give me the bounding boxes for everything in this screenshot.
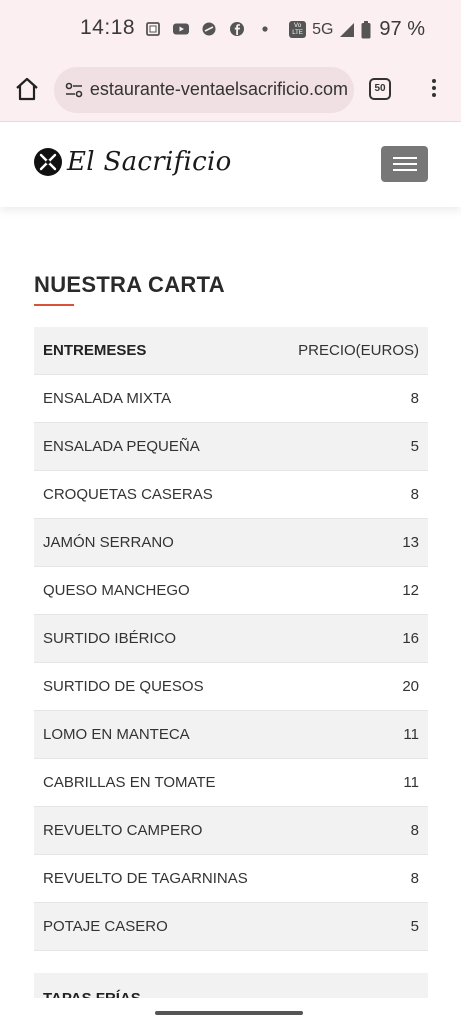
address-bar[interactable]: restaurante-ventaelsacrificio.com: [54, 67, 354, 113]
battery-percentage: 97 %: [379, 18, 425, 40]
gesture-navigation-bar[interactable]: [155, 1011, 303, 1015]
column-header-price: PRECIO(EUROS): [298, 342, 419, 359]
notification-icons: [144, 20, 274, 38]
dot-icon: [262, 26, 268, 32]
dish-price: 13: [402, 534, 419, 551]
dish-name: SURTIDO IBÉRICO: [43, 630, 177, 647]
dish-name: REVUELTO DE TAGARNINAS: [43, 870, 248, 887]
crossed-utensils-icon: [34, 148, 62, 176]
dish-price: 8: [410, 870, 419, 887]
browser-menu-icon[interactable]: [424, 76, 444, 102]
dish-price: 5: [410, 438, 419, 455]
dish-name: CROQUETAS CASERAS: [43, 486, 213, 503]
dish-price: 12: [402, 582, 419, 599]
table-row: POTAJE CASERO 5: [34, 903, 428, 951]
title-underline: [34, 304, 74, 306]
table-row: LOMO EN MANTECA 11: [34, 711, 428, 759]
dish-name: SURTIDO DE QUESOS: [43, 678, 204, 695]
dish-price: 11: [403, 774, 419, 791]
facebook-icon: [230, 22, 244, 36]
dish-price: 8: [410, 486, 419, 503]
dish-name: ENSALADA PEQUEÑA: [43, 438, 200, 455]
table-row: CROQUETAS CASERAS 8: [34, 471, 428, 519]
status-bar: 14:18 Vo LTE 5G 97 %: [0, 0, 461, 58]
site-settings-icon[interactable]: [64, 80, 84, 100]
dish-name: REVUELTO CAMPERO: [43, 822, 203, 839]
table-row: REVUELTO DE TAGARNINAS 8: [34, 855, 428, 903]
status-time: 14:18: [80, 16, 136, 39]
url-text[interactable]: restaurante-ventaelsacrificio.com: [90, 79, 348, 99]
menu-table: ENTREMESES PRECIO(EUROS) ENSALADA MIXTA 8…: [34, 327, 428, 951]
dish-name: CABRILLAS EN TOMATE: [43, 774, 216, 791]
column-header-category: ENTREMESES: [43, 342, 147, 359]
battery-icon: [361, 20, 371, 38]
browser-toolbar: restaurante-ventaelsacrificio.com 50: [0, 58, 461, 122]
brand-logo-link[interactable]: El Sacrificio: [33, 147, 232, 177]
signal-icon: [340, 22, 355, 37]
youtube-icon: [173, 23, 189, 35]
next-section-header: TAPAS FRÍAS: [43, 990, 141, 998]
section-title: NUESTRA CARTA: [34, 272, 225, 297]
next-menu-table: TAPAS FRÍAS: [34, 973, 428, 998]
hamburger-menu-button[interactable]: [381, 146, 428, 182]
site-header: El Sacrificio: [0, 123, 461, 207]
system-icons: Vo LTE 5G 97 %: [289, 18, 425, 41]
dish-name: ENSALADA MIXTA: [43, 390, 172, 407]
table-row: SURTIDO DE QUESOS 20: [34, 663, 428, 711]
home-icon[interactable]: [12, 74, 42, 104]
brand-name: El Sacrificio: [67, 147, 232, 177]
table-row: REVUELTO CAMPERO 8: [34, 807, 428, 855]
tab-switcher-button[interactable]: 50: [369, 78, 391, 100]
dish-price: 5: [410, 918, 419, 935]
dish-price: 8: [410, 822, 419, 839]
table-row: ENSALADA PEQUEÑA 5: [34, 423, 428, 471]
dish-price: 16: [402, 630, 419, 647]
table-row: ENSALADA MIXTA 8: [34, 375, 428, 423]
table-header: ENTREMESES PRECIO(EUROS): [34, 327, 428, 375]
network-label: 5G: [312, 20, 334, 38]
screenshot-icon: [146, 22, 160, 36]
table-row: QUESO MANCHEGO 12: [34, 567, 428, 615]
table-row: SURTIDO IBÉRICO 16: [34, 615, 428, 663]
dish-price: 11: [403, 726, 419, 743]
app-icon: [202, 22, 216, 36]
dish-name: POTAJE CASERO: [43, 918, 168, 935]
dish-name: QUESO MANCHEGO: [43, 582, 190, 599]
table-row: CABRILLAS EN TOMATE 11: [34, 759, 428, 807]
table-row: JAMÓN SERRANO 13: [34, 519, 428, 567]
volte-icon: Vo LTE: [289, 21, 307, 38]
dish-name: LOMO EN MANTECA: [43, 726, 190, 743]
dish-name: JAMÓN SERRANO: [43, 534, 174, 551]
dish-price: 20: [402, 678, 419, 695]
dish-price: 8: [410, 390, 419, 407]
